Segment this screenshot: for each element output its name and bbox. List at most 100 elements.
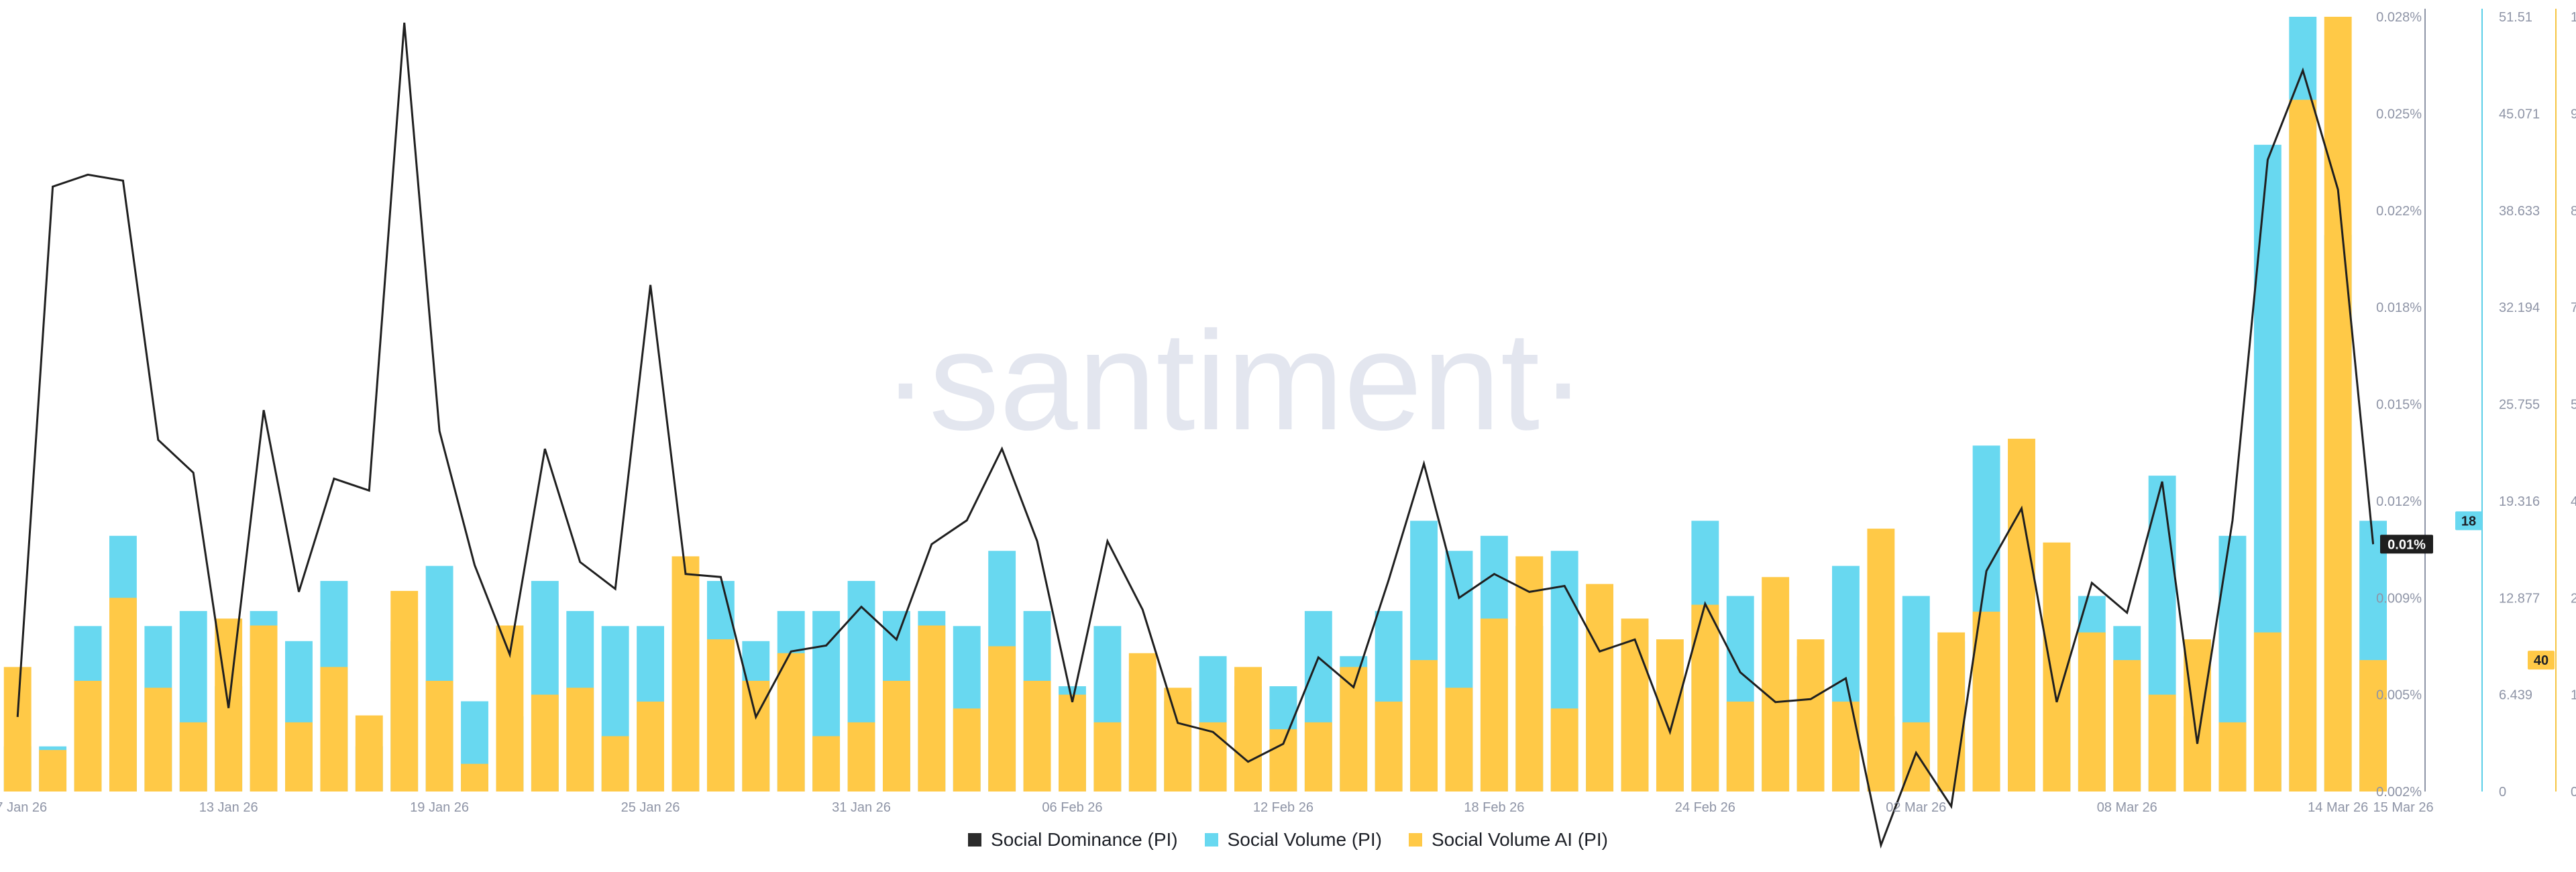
social-volume-ai-bar [2008, 439, 2035, 792]
dominance-last-value-bg [2380, 535, 2433, 554]
y-tick-dominance: 0.009% [2376, 591, 2422, 606]
social-volume-ai-bar [672, 556, 700, 792]
social-volume-ai-bar [2113, 660, 2141, 792]
legend-item-social-volume-ai[interactable]: Social Volume AI (PI) [1408, 829, 1608, 851]
social-volume-ai-bar [1199, 722, 1227, 792]
x-tick-label: 24 Feb 26 [1675, 800, 1735, 815]
social-volume-ai-bar [918, 625, 946, 792]
x-tick-label: 15 Mar 26 [2373, 800, 2434, 815]
social-volume-ai-bar [1093, 722, 1122, 792]
social-volume-ai-bar [1832, 701, 1860, 792]
x-tick-label: 14 Mar 26 [2308, 800, 2368, 815]
social-volume-ai-bar [2148, 694, 2176, 792]
social-volume-ai-bar [1304, 722, 1332, 792]
social-volume-ai-bar [2289, 99, 2317, 792]
social-volume-ai-bar [425, 681, 453, 792]
y-tick-volume: 19.316 [2499, 494, 2540, 509]
last-value-labels: 0.01% 18 40 [2380, 511, 2555, 670]
social-volume-ai-bar [812, 736, 841, 792]
y-tick-dominance: 0.025% [2376, 107, 2422, 121]
social-volume-ai-bar [390, 590, 419, 792]
social-volume-ai-bar [1726, 701, 1754, 792]
volume-last-value-bg [2455, 511, 2482, 531]
dominance-last-value: 0.01% [2387, 537, 2426, 552]
y-tick-dominance: 0.022% [2376, 204, 2422, 219]
legend-label-dominance: Social Dominance (PI) [991, 829, 1178, 850]
y-tick-dominance: 0.012% [2376, 494, 2422, 509]
y-axes: 0.002% 0.005% 0.009% 0.012% 0.015% 0.018% 0.02… [2376, 9, 2576, 800]
y-tick-volume: 45.071 [2499, 107, 2540, 121]
social-volume-ai-bar [2184, 639, 2211, 792]
social-volume-ai-bar [2078, 632, 2106, 792]
y-tick-volume-ai: 14.014 [2571, 688, 2576, 703]
y-tick-volume-ai: 56.055 [2571, 398, 2576, 413]
social-volume-ai-bar [531, 694, 559, 792]
legend-label-volume-ai: Social Volume AI (PI) [1431, 829, 1608, 850]
y-tick-dominance: 0.028% [2376, 10, 2422, 25]
social-volume-ai-bar [144, 688, 172, 792]
social-volume-ai-bar [250, 625, 278, 792]
social-volume-ai-bar [461, 763, 488, 792]
x-tick-label: 25 Jan 26 [621, 800, 680, 815]
legend-label-volume: Social Volume (PI) [1227, 829, 1382, 850]
y-tick-dominance: 0.005% [2376, 688, 2422, 703]
social-volume-ai-bar [1867, 529, 1895, 792]
social-volume-ai-bar [777, 653, 805, 792]
x-tick-label: 31 Jan 26 [832, 800, 891, 815]
social-volume-ai-bar [1410, 660, 1438, 792]
y-tick-dominance: 0.018% [2376, 301, 2422, 315]
volume-last-value: 18 [2461, 514, 2476, 529]
social-volume-ai-bar [2043, 542, 2071, 792]
social-dominance-line [16, 22, 2375, 849]
social-volume-ai-bar [637, 701, 665, 792]
social-volume-ai-bar [3, 667, 32, 792]
y-tick-volume-ai: 0 [2571, 785, 2576, 800]
social-volume-ai-bar [1128, 653, 1157, 792]
y-tick-volume-ai: 28.027 [2571, 591, 2576, 606]
legend-item-social-dominance[interactable]: Social Dominance (PI) [968, 829, 1178, 851]
legend-swatch-volume-ai [1408, 833, 1422, 847]
social-volume-ai-bar [1445, 688, 1473, 792]
social-volume-ai-bar [1234, 667, 1262, 792]
x-tick-label: 13 Jan 26 [199, 800, 258, 815]
social-volume-ai-bar [74, 681, 102, 792]
legend-swatch-dominance [968, 833, 982, 847]
volume-ai-last-value: 40 [2534, 653, 2548, 668]
y-tick-volume-ai: 84.082 [2571, 204, 2576, 219]
social-volume-ai-bar [1762, 577, 1790, 792]
y-tick-volume: 51.51 [2499, 10, 2532, 25]
x-tick-label: 02 Mar 26 [1886, 800, 1946, 815]
y-tick-volume: 38.633 [2499, 204, 2540, 219]
y-tick-volume: 25.755 [2499, 398, 2540, 413]
social-volume-ai-bar [1164, 688, 1192, 792]
social-volume-ai-bar [1269, 729, 1297, 792]
volume-ai-last-value-bg [2528, 651, 2555, 670]
social-volume-ai-bar [847, 722, 875, 792]
santiment-watermark: ·santiment· [882, 302, 1587, 459]
social-volume-ai-bar [39, 750, 67, 792]
social-volume-ai-bar [1480, 618, 1508, 792]
legend-item-social-volume[interactable]: Social Volume (PI) [1204, 829, 1382, 851]
x-tick-label: 06 Feb 26 [1042, 800, 1102, 815]
social-volume-ai-bar [2218, 722, 2247, 792]
social-volume-ai-bar [320, 667, 348, 792]
social-volume-ai-bar [566, 688, 594, 792]
y-tick-dominance: 0.002% [2376, 785, 2422, 800]
y-tick-volume: 0 [2499, 785, 2506, 800]
social-volume-ai-bar [1550, 708, 1578, 792]
social-volume-ai-bar [601, 736, 629, 792]
social-volume-ai-bar [2324, 17, 2352, 792]
social-volume-ai-bar [1937, 632, 1966, 792]
y-tick-volume: 6.439 [2499, 688, 2532, 703]
y-tick-volume-ai: 70.069 [2571, 301, 2576, 315]
social-volume-ai-bar [1656, 639, 1684, 792]
social-volume-ai-bar [2253, 632, 2282, 792]
social-volume-ai-bar [109, 598, 137, 792]
y-tick-volume-ai: 98.096 [2571, 107, 2576, 121]
social-volume-ai-bar [882, 681, 910, 792]
y-tick-volume-ai: 112 [2571, 10, 2576, 25]
x-tick-label: 12 Feb 26 [1253, 800, 1313, 815]
legend-swatch-volume [1204, 833, 1218, 847]
social-volume-ai-bar [988, 646, 1016, 792]
social-volume-ai-bar [2359, 660, 2387, 792]
